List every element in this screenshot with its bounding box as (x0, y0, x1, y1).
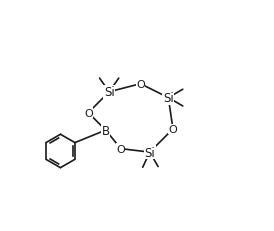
Text: Si: Si (163, 92, 174, 105)
Text: O: O (169, 124, 177, 134)
Text: Si: Si (144, 146, 155, 159)
Text: O: O (136, 79, 145, 89)
Text: O: O (84, 108, 93, 118)
Text: O: O (116, 144, 125, 154)
Text: B: B (102, 124, 110, 137)
Text: Si: Si (104, 86, 115, 99)
